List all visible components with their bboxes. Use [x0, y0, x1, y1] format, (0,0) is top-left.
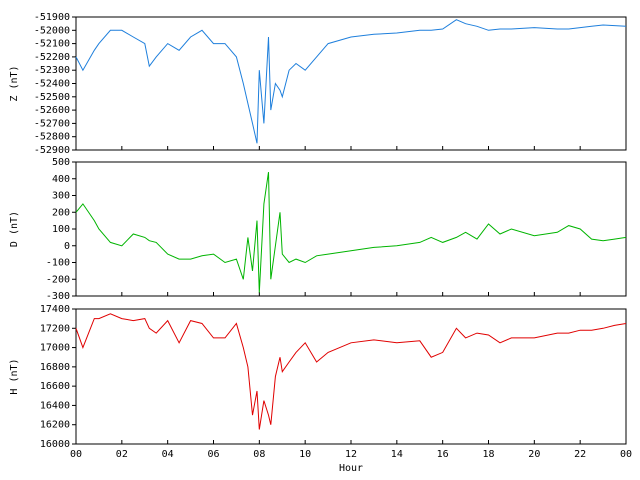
y-tick-label: -52800: [34, 132, 70, 143]
x-tick-label: 10: [299, 449, 311, 460]
y-axis-label: D (nT): [9, 211, 20, 247]
y-tick-label: 16400: [40, 400, 70, 411]
y-tick-label: 17400: [40, 304, 70, 315]
y-tick-label: 16000: [40, 439, 70, 450]
data-line: [75, 172, 627, 293]
x-tick-label: 16: [437, 449, 449, 460]
x-tick-label: 04: [162, 449, 174, 460]
y-tick-label: -52900: [34, 145, 70, 156]
data-line: [75, 313, 627, 430]
y-tick-label: -51900: [34, 12, 70, 23]
x-tick-label: 18: [482, 449, 494, 460]
y-tick-label: -52300: [34, 65, 70, 76]
y-tick-label: -52100: [34, 39, 70, 50]
y-tick-label: -52700: [34, 118, 70, 129]
y-tick-label: 400: [52, 174, 70, 185]
y-tick-label: 16200: [40, 420, 70, 431]
y-tick-label: 17000: [40, 343, 70, 354]
y-axis-label: Z (nT): [9, 65, 20, 101]
y-tick-label: 200: [52, 207, 70, 218]
x-tick-label: 00: [70, 449, 82, 460]
y-tick-label: -300: [46, 291, 70, 302]
x-tick-label: 20: [528, 449, 540, 460]
y-tick-label: 500: [52, 157, 70, 168]
y-tick-label: -52500: [34, 92, 70, 103]
y-tick-label: 16800: [40, 362, 70, 373]
plot-frame: [75, 308, 627, 445]
x-tick-label: 00: [620, 449, 632, 460]
y-tick-label: -52600: [34, 105, 70, 116]
y-tick-label: -52000: [34, 25, 70, 36]
y-tick-label: 0: [64, 241, 70, 252]
y-tick-label: 16600: [40, 381, 70, 392]
y-axis-label: H (nT): [9, 358, 20, 394]
x-tick-label: 22: [574, 449, 586, 460]
x-tick-label: 02: [116, 449, 128, 460]
data-line: [75, 19, 627, 144]
y-tick-label: -52400: [34, 79, 70, 90]
x-tick-label: 08: [253, 449, 265, 460]
y-tick-label: -100: [46, 258, 70, 269]
x-tick-label: 06: [207, 449, 219, 460]
y-tick-label: 17200: [40, 323, 70, 334]
x-tick-label: 14: [391, 449, 403, 460]
y-tick-label: 300: [52, 191, 70, 202]
y-tick-label: -52200: [34, 52, 70, 63]
plot-frame: [75, 161, 627, 297]
x-axis-label: Hour: [339, 463, 363, 474]
x-tick-label: 12: [345, 449, 357, 460]
y-tick-label: 100: [52, 224, 70, 235]
y-tick-label: -200: [46, 274, 70, 285]
